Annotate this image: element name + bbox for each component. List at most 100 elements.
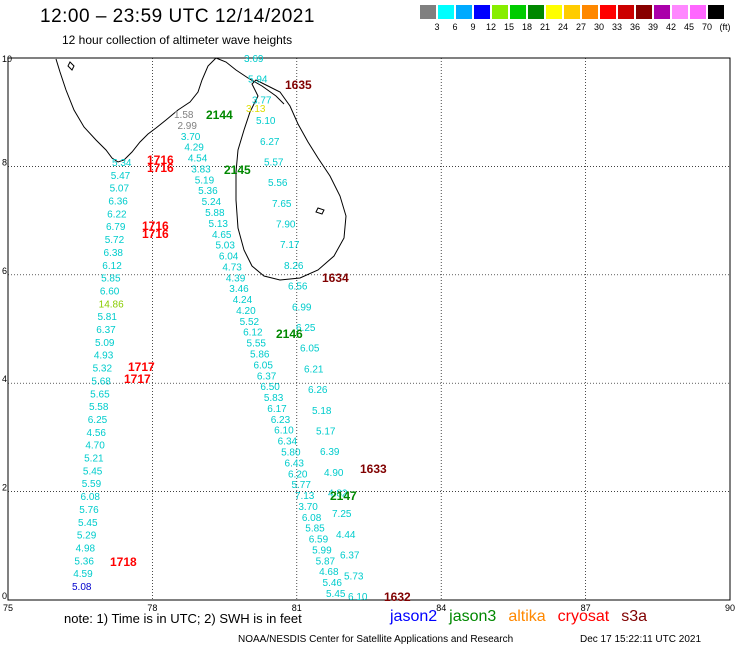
x-tick-label: 90	[725, 603, 735, 613]
wave-height-value: 4.54	[188, 154, 208, 165]
colorbar-swatch	[438, 5, 454, 19]
cryosat-pass-time: 1716	[147, 153, 174, 167]
wave-height-value: 5.19	[195, 175, 215, 186]
grid-lines	[8, 58, 730, 600]
wave-height-value: 6.59	[309, 535, 329, 546]
wave-height-value: 5.81	[97, 312, 117, 323]
wave-height-value: 8.26	[284, 261, 304, 272]
wave-height-value: 7.65	[272, 199, 292, 210]
wave-height-value: 5.99	[312, 545, 332, 556]
wave-height-value: 5.68	[91, 376, 111, 387]
wave-height-value: 3.70	[298, 502, 318, 513]
wave-height-value: 5.73	[344, 571, 364, 582]
colorbar-label: 6	[452, 22, 458, 32]
wave-height-value: 5.45	[326, 589, 346, 600]
wave-height-value: 4.82	[328, 489, 348, 500]
wave-height-value: 5.72	[105, 235, 125, 246]
wave-height-value: 6.25	[296, 323, 316, 334]
wave-height-value: 6.04	[219, 252, 239, 263]
map-title: 12:00 – 23:59 UTC 12/14/2021	[40, 6, 315, 27]
wave-height-value: 6.50	[260, 382, 280, 393]
jason3-pass-time: 2146	[276, 327, 303, 341]
x-tick-label: 87	[581, 603, 591, 613]
wave-height-value: 5.34	[112, 158, 132, 169]
wave-height-value: 5.03	[215, 241, 235, 252]
wave-height-value: 6.38	[104, 248, 124, 259]
s3a-pass-time: 1635	[285, 78, 312, 92]
colorbar-label: 12	[485, 22, 496, 32]
wave-height-value: 5.07	[110, 184, 130, 195]
colorbar-swatch	[546, 5, 562, 19]
wave-height-value: 6.39	[320, 447, 340, 458]
altika-value: 3.13	[246, 104, 266, 115]
wave-height-value: 7.90	[276, 220, 296, 231]
wave-height-value: 4.24	[233, 295, 253, 306]
small-island	[67, 61, 75, 71]
map-frame	[7, 57, 731, 601]
wave-height-value: 6.12	[102, 261, 122, 272]
wave-height-value: 7.25	[332, 509, 352, 520]
wave-height-value: 5.09	[95, 338, 115, 349]
small-island	[315, 207, 325, 215]
cryosat-pass-time: 1717	[128, 360, 155, 374]
y-tick-label: 0	[2, 591, 7, 601]
wave-height-value: 5.59	[82, 479, 102, 490]
wave-height-value: 5.36	[198, 186, 218, 197]
wave-height-value: 5.85	[101, 274, 121, 285]
legend-jason3: jason3	[449, 608, 497, 625]
footer-timestamp: Dec 17 15:22:11 UTC 2021	[580, 634, 702, 645]
wave-height-value: 5.18	[312, 406, 332, 417]
cryosat-pass-time: 1717	[124, 372, 151, 386]
colorbar-label: 30	[593, 22, 604, 32]
wave-height-value: 6.08	[80, 492, 100, 503]
colorbar-swatch	[528, 5, 544, 19]
wave-height-value: 4.93	[94, 351, 114, 362]
wave-height-value: 6.37	[96, 325, 116, 336]
y-tick-label: 4	[2, 374, 7, 384]
colorbar-swatch	[564, 5, 580, 19]
coastline	[55, 57, 347, 281]
note-text: note: 1) Time is in UTC; 2) SWH is in fe…	[64, 611, 302, 626]
wave-height-value: 4.44	[336, 530, 356, 541]
wave-height-value: 5.47	[111, 171, 131, 182]
wave-height-value: 5.83	[264, 393, 284, 404]
wave-height-value: 4.73	[222, 262, 242, 273]
s3a-pass-time: 1634	[322, 271, 349, 285]
colorbar-label: 36	[629, 22, 640, 32]
y-tick-label: 8	[2, 157, 7, 167]
india-coast	[55, 57, 217, 163]
colorbar-swatch	[492, 5, 508, 19]
jason3-pass-time: 2145	[224, 163, 251, 177]
jason3-pass-time: 2147	[330, 489, 357, 503]
wave-height-value: 6.12	[243, 328, 263, 339]
colorbar-swatch	[618, 5, 634, 19]
cryosat-pass-time: 1718	[110, 555, 137, 569]
wave-height-value: 5.08	[72, 582, 92, 593]
cryosat-pass-time: 1716	[142, 227, 169, 241]
wave-height-value: 5.76	[79, 505, 99, 516]
x-tick-label: 81	[292, 603, 302, 613]
legend-altika: altika	[508, 608, 546, 625]
wave-height-value: 14.86	[99, 299, 124, 310]
wave-height-value: 4.39	[226, 273, 246, 284]
palk-coast	[215, 57, 285, 105]
colorbar-swatch	[708, 5, 724, 19]
wave-height-value: 4.20	[236, 306, 256, 317]
legend-cryosat: cryosat	[557, 608, 610, 625]
sri-lanka-coast	[235, 79, 347, 281]
wave-height-value: 6.20	[288, 469, 308, 480]
wave-height-value: 5.80	[281, 447, 301, 458]
wave-height-value: 6.34	[278, 437, 298, 448]
x-tick-label: 75	[3, 603, 13, 613]
colorbar-swatch	[420, 5, 436, 19]
colorbar-label: 42	[665, 22, 676, 32]
wave-height-value: 4.90	[324, 468, 344, 479]
colorbar-swatch	[636, 5, 652, 19]
colorbar-swatch	[456, 5, 472, 19]
wave-height-value: 1.58	[174, 110, 194, 121]
cryosat-pass-time: 1716	[142, 219, 169, 233]
wave-height-value: 3.70	[181, 132, 201, 143]
wave-height-value: 6.37	[257, 371, 277, 382]
wave-height-value: 5.45	[83, 466, 103, 477]
wave-height-value: 3.69	[244, 54, 264, 65]
